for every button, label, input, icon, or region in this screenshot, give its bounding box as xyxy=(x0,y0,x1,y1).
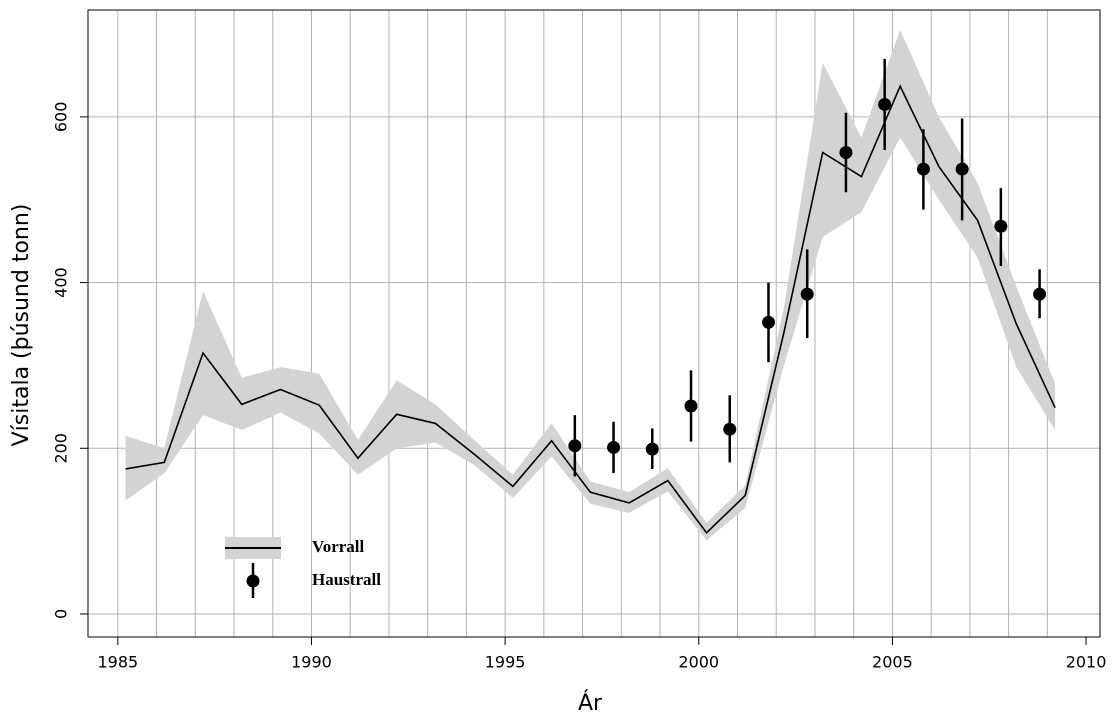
y-tick-label: 600 xyxy=(52,102,71,133)
point xyxy=(800,287,814,301)
point xyxy=(878,97,892,111)
legend-point xyxy=(246,574,260,588)
point xyxy=(916,162,930,176)
point xyxy=(955,162,969,176)
y-tick-label: 400 xyxy=(52,267,71,298)
point xyxy=(607,440,621,454)
x-axis-label: Ár xyxy=(578,690,603,716)
x-tick-label: 2000 xyxy=(678,653,719,672)
point xyxy=(994,219,1008,233)
point xyxy=(684,399,698,413)
point xyxy=(761,315,775,329)
point xyxy=(568,439,582,453)
x-tick-label: 1995 xyxy=(485,653,526,672)
x-tick-label: 2005 xyxy=(872,653,913,672)
legend-label: Haustrall xyxy=(312,570,381,589)
plot-frame xyxy=(87,9,1101,638)
point xyxy=(839,146,853,159)
x-tick-label: 2010 xyxy=(1066,653,1107,672)
x-tick-label: 1990 xyxy=(291,653,332,672)
point xyxy=(1033,287,1047,301)
confidence-band xyxy=(125,29,1056,541)
x-tick-label: 1985 xyxy=(97,653,138,672)
point xyxy=(723,422,737,436)
y-tick-label: 200 xyxy=(52,433,71,464)
y-tick-label: 0 xyxy=(52,609,71,619)
y-axis-label: Vísitala (þúsund tonn) xyxy=(9,204,34,447)
legend-label: Vorrall xyxy=(312,537,365,556)
point xyxy=(645,442,659,456)
series-line xyxy=(125,84,1056,534)
